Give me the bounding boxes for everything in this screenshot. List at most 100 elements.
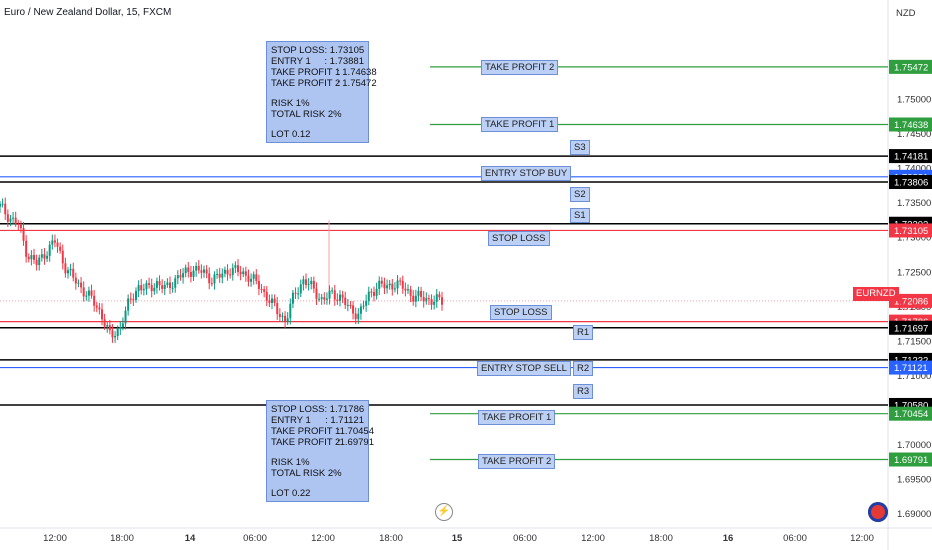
- candle-body: [325, 298, 328, 300]
- symbol-badge: EURNZD: [853, 287, 899, 301]
- chart-annotation-tag[interactable]: R3: [573, 384, 594, 400]
- candle-body: [25, 240, 28, 257]
- candle-body: [69, 268, 72, 271]
- candle-body: [203, 269, 205, 273]
- x-tick-label: 12:00: [311, 533, 335, 544]
- x-tick-label: 06:00: [243, 533, 267, 544]
- sell-box-row-key: TAKE PROFIT 1: [271, 426, 341, 437]
- candle-body: [200, 270, 203, 273]
- candle-body: [111, 330, 114, 338]
- candle-body: [197, 265, 200, 271]
- candle-body: [441, 297, 443, 305]
- candle-body: [213, 274, 216, 284]
- candle-body: [260, 288, 263, 290]
- chart-annotation-tag[interactable]: ENTRY STOP BUY: [481, 165, 572, 181]
- y-tick-label: 1.69500: [897, 475, 931, 486]
- candle-body: [427, 298, 430, 300]
- sell-total-risk: TOTAL RISK 2%: [271, 468, 342, 479]
- logo-icon[interactable]: [868, 502, 888, 522]
- candle-body: [386, 285, 389, 289]
- candle-body: [257, 280, 260, 289]
- candle-body: [312, 280, 315, 289]
- candle-body: [357, 313, 360, 320]
- sell-box-row: ENTRY 1: 1.71121: [271, 415, 364, 426]
- candle-body: [388, 283, 391, 286]
- candle-body: [35, 259, 38, 266]
- candle-body: [297, 293, 300, 295]
- candle-body: [145, 283, 148, 290]
- candle-body: [48, 244, 51, 256]
- chart-annotation-tag[interactable]: S1: [570, 207, 590, 223]
- chart-annotation-tag[interactable]: TAKE PROFIT 2: [478, 453, 556, 469]
- level-price-badge: [889, 59, 932, 74]
- candle-body: [56, 242, 59, 247]
- candle-body: [1, 203, 4, 205]
- chart-annotation-tag[interactable]: R2: [573, 361, 594, 377]
- candle-body: [425, 298, 428, 302]
- candle-body: [17, 223, 20, 225]
- candle-body: [210, 283, 213, 285]
- level-price-badge: [889, 223, 932, 238]
- x-tick-label: 15: [452, 533, 463, 544]
- chart-annotation-tag[interactable]: ENTRY STOP SELL: [477, 361, 571, 377]
- candle-body: [226, 269, 229, 275]
- candle-body: [328, 290, 331, 299]
- candle-body: [378, 280, 381, 289]
- candle-body: [87, 290, 90, 296]
- chart-annotation-tag[interactable]: TAKE PROFIT 2: [481, 59, 559, 75]
- chart-annotation-tag[interactable]: S2: [570, 187, 590, 203]
- level-price-badge: [889, 117, 932, 132]
- candle-body: [286, 318, 289, 323]
- candle-body: [401, 280, 404, 289]
- candle-body: [19, 224, 22, 229]
- chart-annotation-tag[interactable]: R1: [573, 325, 594, 341]
- sell-box-row-key: ENTRY 1: [271, 415, 311, 426]
- buy-setup-box[interactable]: STOP LOSS: 1.73105 ENTRY 1: 1.73881 TAKE P…: [266, 41, 377, 143]
- candle-body: [80, 282, 83, 288]
- candle-body: [396, 280, 399, 289]
- sell-box-row-key: STOP LOSS: [271, 404, 325, 415]
- x-tick-label: 18:00: [379, 533, 403, 544]
- lightning-icon[interactable]: ⚡: [435, 503, 453, 521]
- candle-body: [404, 288, 407, 291]
- candle-body: [284, 315, 287, 323]
- candle-body: [158, 281, 161, 286]
- candle-body: [166, 282, 169, 285]
- chart-annotation-tag[interactable]: TAKE PROFIT 1: [478, 409, 556, 425]
- candle-body: [412, 295, 415, 302]
- candle-body: [174, 278, 177, 288]
- candle-body: [205, 269, 208, 274]
- candle-body: [127, 298, 130, 311]
- current-price-label: 1.72086: [894, 296, 928, 307]
- candle-body: [273, 298, 276, 303]
- current-price-badge: [889, 293, 932, 308]
- y-tick-label: 1.71000: [897, 371, 931, 382]
- sell-setup-box[interactable]: STOP LOSS: 1.71786 ENTRY 1: 1.71121 TAKE P…: [266, 400, 374, 502]
- chart-annotation-tag[interactable]: STOP LOSS: [488, 230, 550, 246]
- candle-body: [4, 203, 7, 215]
- chart-annotation-tag[interactable]: STOP LOSS: [490, 305, 552, 321]
- candle-body: [430, 299, 433, 305]
- candle-body: [380, 280, 383, 284]
- candle-body: [22, 228, 25, 241]
- candle-body: [171, 287, 174, 289]
- candle-body: [302, 279, 305, 285]
- y-tick-label: 1.74500: [897, 129, 931, 140]
- x-tick-label: 12:00: [850, 533, 874, 544]
- buy-box-row: TAKE PROFIT 1: 1.74638: [271, 67, 377, 78]
- buy-box-row-value: : 1.73105: [324, 45, 365, 56]
- candle-body: [407, 289, 409, 291]
- candle-body: [310, 280, 313, 285]
- candle-body: [414, 295, 417, 302]
- candle-body: [339, 294, 341, 301]
- chart-annotation-tag[interactable]: TAKE PROFIT 1: [481, 117, 559, 133]
- buy-box-row-key: STOP LOSS: [271, 45, 325, 56]
- candle-body: [250, 278, 253, 282]
- candle-body: [161, 285, 164, 289]
- candle-body: [333, 290, 336, 300]
- chart-annotation-tag[interactable]: S3: [570, 140, 590, 156]
- candle-body: [85, 295, 88, 297]
- candle-body: [344, 297, 347, 305]
- candle-body: [103, 319, 106, 327]
